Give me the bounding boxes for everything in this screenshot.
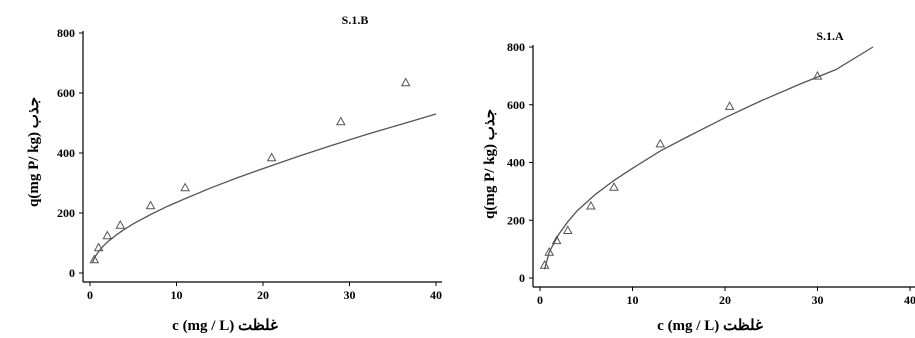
y-tick-label: 200 xyxy=(507,213,525,227)
y-tick-label: 600 xyxy=(507,98,525,112)
y-tick-label: 0 xyxy=(69,266,75,280)
data-point xyxy=(812,70,823,80)
data-point xyxy=(180,182,190,192)
y-tick-label: 800 xyxy=(57,26,75,40)
data-point xyxy=(724,101,735,110)
y-tick-label: 400 xyxy=(57,146,75,160)
y-axis-label: q(mg P/ kg) جذب xyxy=(26,97,42,207)
data-point xyxy=(562,225,573,235)
chart-title: S.1.A xyxy=(816,29,844,43)
x-tick-label: 10 xyxy=(627,293,639,307)
y-tick-label: 0 xyxy=(519,271,525,285)
y-tick-label: 400 xyxy=(507,156,525,170)
chart-right-s1a: S.1.A c (mg / L) غلظت q(mg P/ kg) جذب 0 2… xyxy=(482,29,915,334)
data-point xyxy=(102,230,113,240)
data-point xyxy=(539,259,550,269)
data-point xyxy=(89,254,100,264)
chart-left-s1b: S.1.B c (mg / L) غلظت q(mg P/ kg) جذب 0 2… xyxy=(26,13,442,334)
y-axis-label: q(mg P/ kg) جذب xyxy=(482,109,498,219)
x-axis-label: c (mg / L) غلظت xyxy=(172,318,278,334)
fit-line xyxy=(92,113,437,263)
data-point xyxy=(655,138,666,148)
data-point xyxy=(609,182,619,191)
x-tick-label: 40 xyxy=(904,293,915,307)
chart-title: S.1.B xyxy=(342,13,369,27)
x-tick-label: 20 xyxy=(257,288,269,302)
x-tick-label: 30 xyxy=(812,293,824,307)
y-tick-label: 200 xyxy=(57,206,75,220)
x-tick-label: 30 xyxy=(344,288,356,302)
x-tick-label: 40 xyxy=(430,288,442,302)
data-point xyxy=(266,152,277,162)
data-point xyxy=(145,200,156,210)
x-tick-label: 10 xyxy=(171,288,183,302)
x-axis-label: c (mg / L) غلظت xyxy=(657,318,763,334)
x-tick-label: 0 xyxy=(537,293,543,307)
data-point xyxy=(544,246,555,256)
data-point xyxy=(400,77,411,87)
data-point xyxy=(115,219,126,229)
data-point xyxy=(551,235,562,245)
data-point xyxy=(336,116,346,126)
x-tick-label: 0 xyxy=(87,288,93,302)
y-tick-label: 600 xyxy=(57,86,75,100)
data-point xyxy=(93,242,104,252)
y-tick-label: 800 xyxy=(507,40,525,54)
fit-line xyxy=(543,46,874,270)
x-tick-label: 20 xyxy=(719,293,731,307)
data-point xyxy=(586,200,596,210)
